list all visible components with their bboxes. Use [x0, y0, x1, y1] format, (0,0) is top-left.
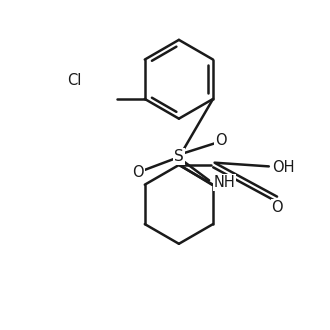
Text: O: O [271, 200, 283, 215]
Text: O: O [215, 133, 226, 149]
Text: Cl: Cl [67, 73, 82, 88]
Text: O: O [132, 165, 144, 180]
Text: OH: OH [273, 160, 295, 175]
Text: S: S [174, 149, 184, 164]
Text: NH: NH [214, 175, 235, 190]
